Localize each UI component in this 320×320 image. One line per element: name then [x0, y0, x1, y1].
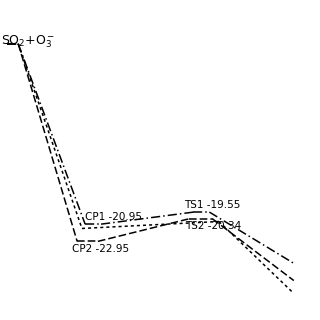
Text: CP1 -20.95: CP1 -20.95 [85, 212, 142, 222]
Text: TS2 -20.34: TS2 -20.34 [186, 221, 242, 231]
Text: CP2 -22.95: CP2 -22.95 [72, 244, 130, 254]
Text: TS1 -19.55: TS1 -19.55 [184, 200, 240, 210]
Text: SO$_2$+O$_3^-$: SO$_2$+O$_3^-$ [1, 33, 55, 50]
